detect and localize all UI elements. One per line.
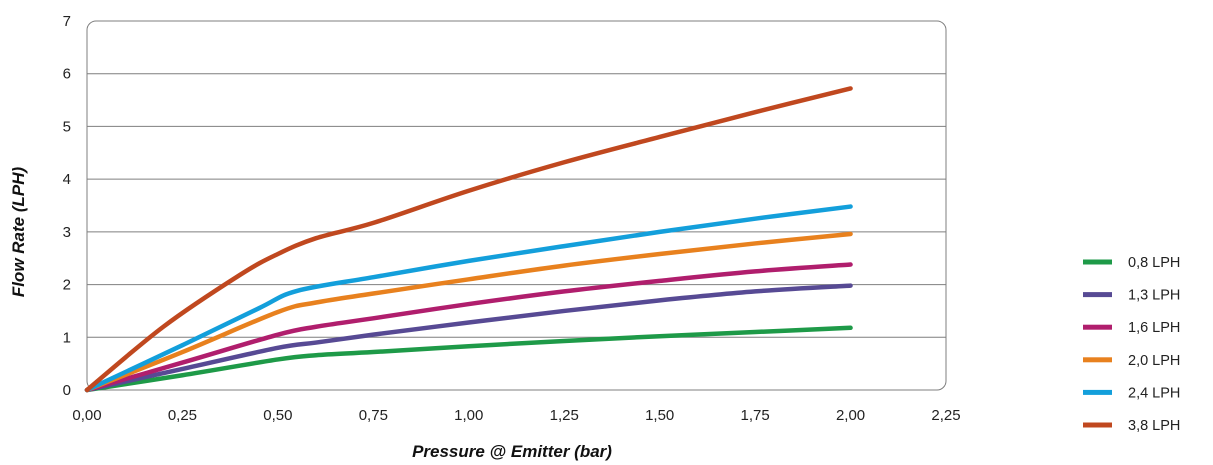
x-tick-label: 2,25 <box>931 407 960 424</box>
y-tick-label: 1 <box>63 329 71 346</box>
legend-swatch <box>1083 422 1112 428</box>
legend: 0,8 LPH 1,3 LPH 1,6 LPH 2,0 LPH 2,4 LPH 3,8 L… <box>1083 255 1180 434</box>
series-lines <box>84 86 853 393</box>
legend-label: 2,4 LPH <box>1128 385 1180 401</box>
legend-swatch <box>1083 389 1112 395</box>
legend-item: 2,0 LPH <box>1083 353 1180 369</box>
y-tick-label: 7 <box>63 13 71 30</box>
legend-label: 0,8 LPH <box>1128 255 1180 271</box>
legend-item: 1,6 LPH <box>1083 320 1180 336</box>
series-line-5 <box>84 204 853 393</box>
x-tick-label: 1,75 <box>741 407 770 424</box>
x-axis-ticks: 0,00 0,25 0,50 0,75 1,00 1,25 1,50 1,75 2,00 2,25 <box>72 407 960 424</box>
x-tick-label: 0,25 <box>168 407 197 424</box>
series-line-1 <box>84 325 853 393</box>
y-tick-label: 6 <box>63 66 71 83</box>
x-tick-label: 0,00 <box>72 407 101 424</box>
legend-label: 2,0 LPH <box>1128 353 1180 369</box>
legend-label: 1,3 LPH <box>1128 288 1180 304</box>
y-tick-label: 3 <box>63 224 71 241</box>
y-tick-label: 4 <box>63 171 71 188</box>
legend-swatch <box>1083 324 1112 330</box>
x-axis-title: Pressure @ Emitter (bar) <box>412 442 612 461</box>
x-tick-label: 0,50 <box>263 407 292 424</box>
x-tick-label: 1,25 <box>550 407 579 424</box>
series-line-6 <box>84 86 853 393</box>
legend-item: 3,8 LPH <box>1083 418 1180 434</box>
y-axis-ticks: 0 1 2 3 4 5 6 7 <box>63 13 71 399</box>
legend-swatch <box>1083 357 1112 363</box>
y-tick-label: 0 <box>63 382 71 399</box>
legend-swatch <box>1083 292 1112 298</box>
y-tick-label: 5 <box>63 118 71 135</box>
legend-item: 1,3 LPH <box>1083 288 1180 304</box>
y-tick-label: 2 <box>63 277 71 294</box>
legend-item: 2,4 LPH <box>1083 385 1180 401</box>
legend-item: 0,8 LPH <box>1083 255 1180 271</box>
series-line-4 <box>84 231 853 393</box>
plot-area <box>86 20 947 391</box>
x-tick-label: 1,50 <box>645 407 674 424</box>
x-tick-label: 1,00 <box>454 407 483 424</box>
x-tick-label: 2,00 <box>836 407 865 424</box>
series-line-2 <box>84 283 853 393</box>
x-tick-label: 0,75 <box>359 407 388 424</box>
series-line-3 <box>84 262 853 393</box>
legend-swatch <box>1083 259 1112 265</box>
y-axis-title: Flow Rate (LPH) <box>9 167 28 298</box>
legend-label: 3,8 LPH <box>1128 418 1180 434</box>
gridlines <box>87 73 946 338</box>
legend-label: 1,6 LPH <box>1128 320 1180 336</box>
plot-frame <box>86 20 947 391</box>
